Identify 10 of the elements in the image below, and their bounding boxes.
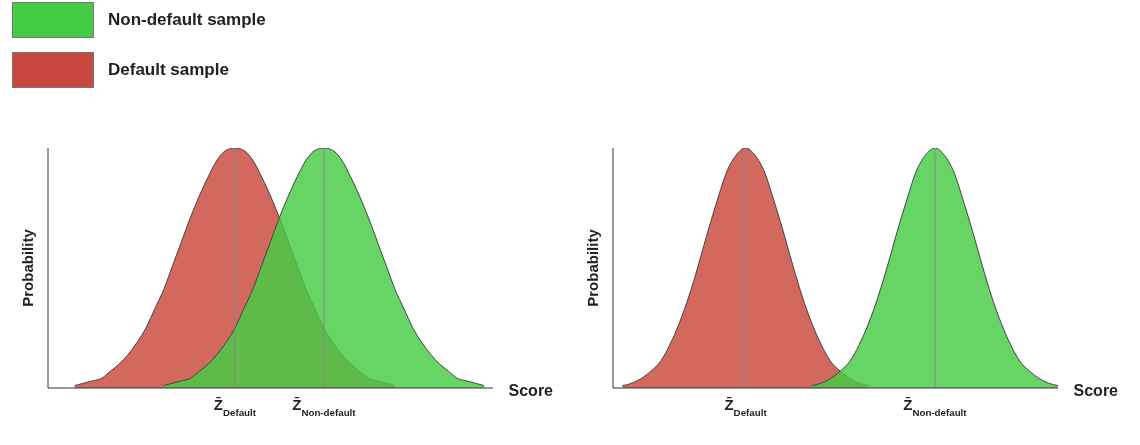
x-axis-title: Score xyxy=(508,382,553,400)
y-axis-title: Probability xyxy=(19,228,37,307)
legend-label: Default sample xyxy=(108,60,229,80)
x-tick-label: Z̄$_{Default}$ xyxy=(213,396,257,418)
x-tick-label: Z̄$_{Non-default}$ xyxy=(292,396,357,418)
y-axis-title: Probability xyxy=(584,228,602,307)
x-axis-title: Score xyxy=(1073,382,1118,400)
x-tick-label: Z̄$_{Default}$ xyxy=(724,396,768,418)
legend-label: Non-default sample xyxy=(108,10,266,30)
x-tick-label: Z̄$_{Non-default}$ xyxy=(903,396,968,418)
